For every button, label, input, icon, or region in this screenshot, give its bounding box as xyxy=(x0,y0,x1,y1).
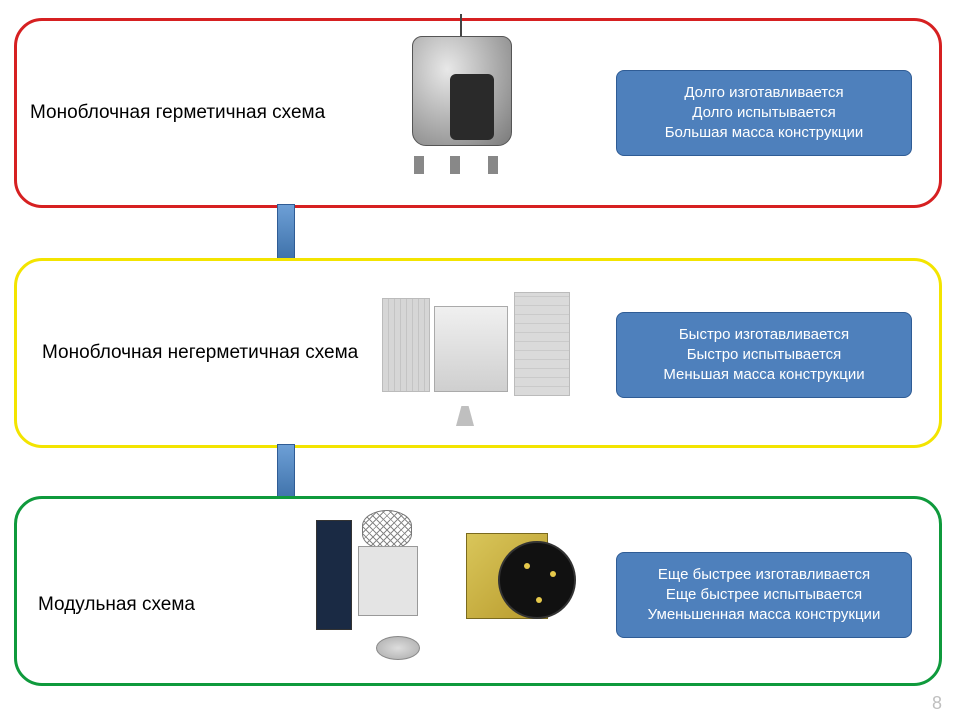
info-line: Еще быстрее испытывается xyxy=(666,585,862,605)
info-line: Уменьшенная масса конструкции xyxy=(648,605,881,625)
label-unsealed-monoblock: Моноблочная негерметичная схема xyxy=(42,342,358,364)
info-unsealed-monoblock: Быстро изготавливается Быстро испытывает… xyxy=(616,312,912,398)
info-line: Еще быстрее изготавливается xyxy=(658,565,870,585)
info-line: Меньшая масса конструкции xyxy=(663,365,864,385)
page-number: 8 xyxy=(932,693,942,714)
info-line: Быстро изготавливается xyxy=(679,325,849,345)
info-line: Быстро испытывается xyxy=(687,345,842,365)
info-sealed-monoblock: Долго изготавливается Долго испытывается… xyxy=(616,70,912,156)
info-line: Большая масса конструкции xyxy=(665,123,864,143)
illustration-sealed-monoblock xyxy=(392,14,532,174)
info-modular: Еще быстрее изготавливается Еще быстрее … xyxy=(616,552,912,638)
label-modular: Модульная схема xyxy=(38,594,195,616)
illustration-unsealed-monoblock xyxy=(376,262,576,432)
info-line: Долго испытывается xyxy=(692,103,836,123)
info-line: Долго изготавливается xyxy=(684,83,843,103)
illustration-modular xyxy=(316,500,574,660)
label-sealed-monoblock: Моноблочная герметичная схема xyxy=(30,102,325,124)
